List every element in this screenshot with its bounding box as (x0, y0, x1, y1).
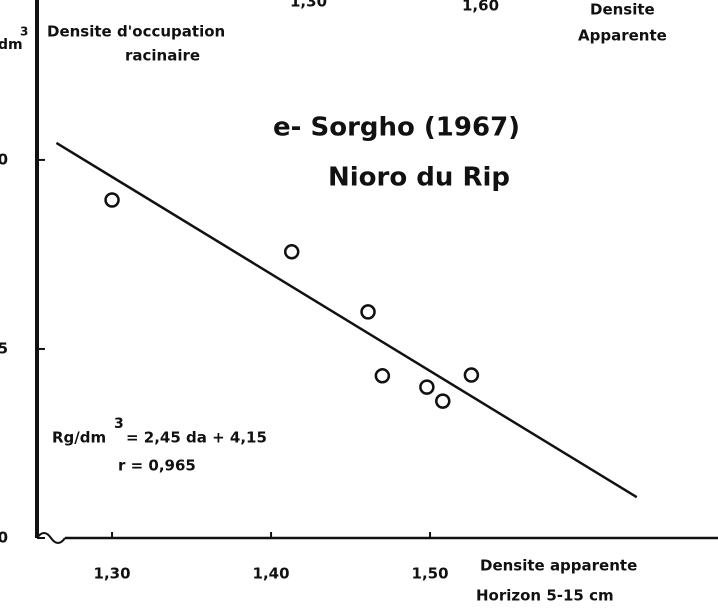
top-axis-label: Apparente (578, 27, 667, 45)
data-point (435, 393, 451, 409)
regression-line (55, 141, 638, 499)
y-tick-label: 0 (0, 529, 8, 547)
x-axis-label: Horizon 5-15 cm (476, 587, 614, 605)
top-tick-label: 1,30 (290, 0, 327, 11)
data-point (463, 367, 480, 383)
axis-break (36, 532, 66, 544)
y-tick-label: 0 (0, 150, 8, 168)
data-point (419, 379, 435, 395)
equation: = 2,45 da + 4,15 (126, 429, 267, 447)
chart-subtitle: Nioro du Rip (328, 163, 510, 193)
x-axis-label: Densite apparente (480, 557, 637, 575)
y-tick-label: 5 (0, 339, 8, 357)
y-axis-unit: dm (0, 37, 23, 53)
y-axis-unit: 3 (20, 25, 28, 39)
data-point (374, 368, 391, 384)
y-axis-label: Densite d'occupation (47, 23, 225, 41)
data-point (360, 304, 376, 320)
x-tick-label: 1,40 (253, 565, 290, 583)
y-axis-label: racinaire (125, 47, 200, 65)
equation: 3 (114, 416, 124, 432)
data-point (104, 192, 120, 208)
top-tick-label: 1,60 (462, 0, 499, 15)
chart-title: e- Sorgho (1967) (273, 113, 520, 143)
data-point (283, 244, 300, 260)
x-tick-label: 1,50 (412, 565, 449, 583)
equation: Rg/dm (52, 429, 106, 447)
top-axis-label: Densite (590, 1, 655, 19)
correlation: r = 0,965 (118, 457, 196, 475)
x-tick-label: 1,30 (94, 565, 131, 583)
